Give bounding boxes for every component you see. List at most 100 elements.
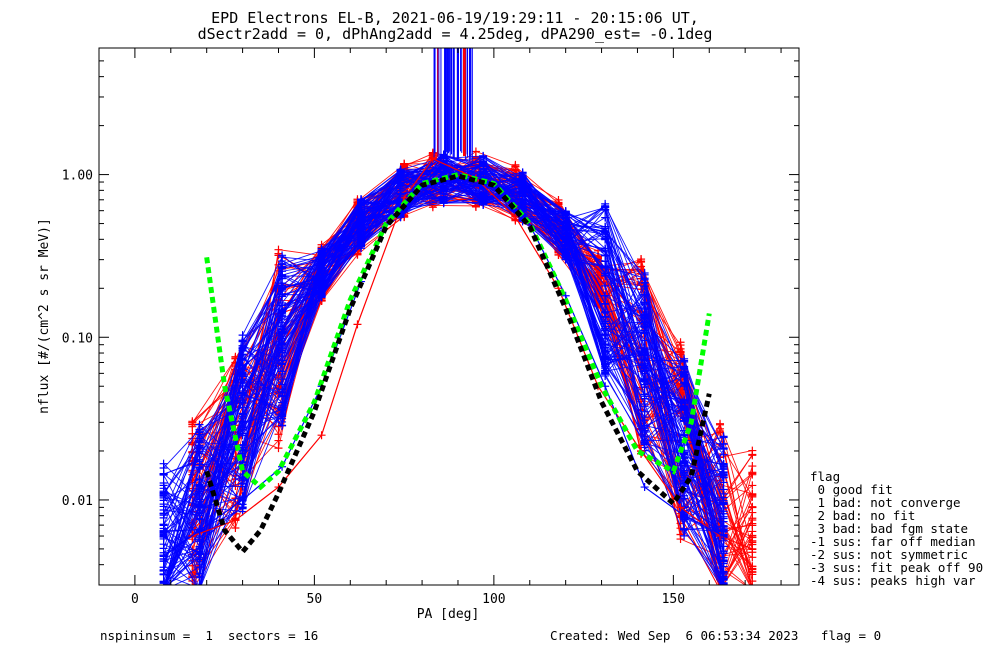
data-marker	[274, 444, 283, 453]
data-marker	[195, 508, 204, 517]
data-marker	[748, 586, 756, 594]
data-marker	[748, 490, 757, 499]
data-marker	[238, 425, 247, 434]
data-marker	[640, 275, 649, 284]
series-point-blue	[561, 291, 570, 300]
legend-item: 2 bad: no fit	[810, 508, 915, 523]
legend-item: -3 sus: fit peak off 90	[810, 560, 983, 575]
footer-right: Created: Wed Sep 6 06:53:34 2023 flag = …	[550, 628, 881, 643]
data-marker	[748, 586, 756, 594]
data-marker	[278, 385, 287, 394]
data-marker	[680, 479, 689, 488]
data-marker	[238, 503, 247, 512]
data-marker	[640, 310, 649, 319]
data-marker	[396, 176, 405, 185]
data-marker	[238, 482, 247, 491]
data-marker	[716, 427, 725, 436]
data-marker	[278, 421, 287, 430]
data-marker	[278, 279, 287, 288]
data-marker	[160, 586, 168, 594]
data-marker	[518, 168, 527, 177]
data-marker	[231, 524, 240, 533]
data-marker	[479, 162, 488, 171]
data-marker	[716, 586, 724, 594]
axis-layer: 0 50 100 150 0.01 0.10 1.00	[62, 47, 799, 607]
data-marker	[518, 181, 527, 190]
data-marker	[160, 586, 168, 594]
legend-item: 3 bad: bad fgm state	[810, 521, 968, 536]
data-marker	[160, 586, 168, 594]
data-marker	[640, 336, 649, 345]
data-marker	[160, 586, 168, 594]
data-marker	[561, 226, 570, 235]
data-marker	[278, 410, 287, 419]
data-marker	[160, 586, 168, 594]
data-marker	[159, 481, 168, 490]
data-marker	[196, 586, 204, 594]
data-marker	[748, 586, 756, 594]
data-marker	[720, 586, 728, 594]
data-marker	[748, 586, 756, 594]
series-point-red	[353, 320, 362, 329]
data-marker	[278, 398, 287, 407]
data-marker	[720, 586, 728, 594]
series-point-blue	[195, 526, 204, 535]
legend-item: -4 sus: peaks high var	[810, 573, 976, 588]
data-marker	[680, 362, 689, 371]
data-marker	[195, 481, 204, 490]
legend-item: -2 sus: not symmetric	[810, 547, 968, 562]
data-marker	[680, 494, 689, 503]
data-marker	[188, 586, 196, 594]
data-marker	[160, 586, 168, 594]
data-marker	[160, 586, 168, 594]
data-layer	[159, 48, 757, 594]
data-marker	[188, 586, 196, 594]
data-marker	[719, 509, 728, 518]
data-marker	[188, 586, 196, 594]
data-marker	[716, 586, 724, 594]
data-marker	[676, 348, 685, 357]
data-marker	[196, 586, 204, 594]
data-marker	[680, 468, 689, 477]
data-marker	[716, 586, 724, 594]
data-marker	[716, 586, 724, 594]
data-marker	[159, 489, 168, 498]
data-marker	[748, 586, 756, 594]
data-marker	[601, 281, 610, 290]
data-marker	[357, 199, 366, 208]
x-tick-label: 100	[482, 592, 505, 607]
data-marker	[160, 586, 168, 594]
data-marker	[748, 586, 756, 594]
series-point-red	[748, 544, 757, 553]
data-marker	[680, 405, 689, 414]
data-marker	[640, 426, 649, 435]
data-marker	[748, 586, 756, 594]
data-marker	[748, 586, 756, 594]
data-marker	[601, 203, 610, 212]
data-marker	[748, 502, 757, 511]
data-marker	[716, 586, 724, 594]
data-marker	[720, 586, 728, 594]
chart-title-line1: EPD Electrons EL-B, 2021-06-19/19:29:11 …	[211, 9, 699, 27]
data-marker	[238, 441, 247, 450]
data-marker	[561, 240, 570, 249]
data-marker	[160, 586, 168, 594]
data-marker	[601, 227, 610, 236]
data-marker	[680, 378, 689, 387]
data-marker	[640, 322, 649, 331]
data-marker	[195, 428, 204, 437]
legend: flag 0 good fit 1 bad: not converge 2 ba…	[810, 469, 983, 588]
data-marker	[160, 586, 168, 594]
data-marker	[720, 586, 728, 594]
y-tick-label: 1.00	[62, 169, 93, 184]
data-marker	[640, 377, 649, 386]
x-tick-label: 150	[662, 592, 685, 607]
data-marker	[196, 586, 204, 594]
data-marker	[601, 360, 610, 369]
data-marker	[561, 207, 570, 216]
data-marker	[719, 460, 728, 469]
data-marker	[278, 271, 287, 280]
data-marker	[723, 584, 725, 585]
data-marker	[479, 188, 488, 197]
data-marker	[188, 418, 197, 427]
